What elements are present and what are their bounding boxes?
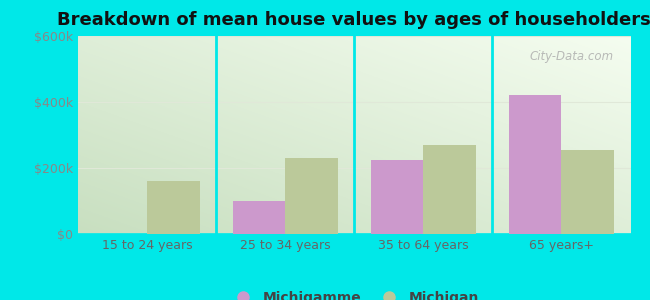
Bar (509, 95, 562, 234)
Legend: Michigamme, Michigan: Michigamme, Michigan (224, 285, 485, 300)
Bar (147, 181, 200, 234)
Title: Breakdown of mean house values by ages of householders: Breakdown of mean house values by ages o… (57, 11, 650, 29)
Text: City-Data.com: City-Data.com (530, 50, 614, 63)
Bar (285, 158, 338, 234)
Bar (562, 150, 614, 234)
Bar (233, 201, 285, 234)
Bar (371, 160, 423, 234)
Bar (423, 145, 476, 234)
